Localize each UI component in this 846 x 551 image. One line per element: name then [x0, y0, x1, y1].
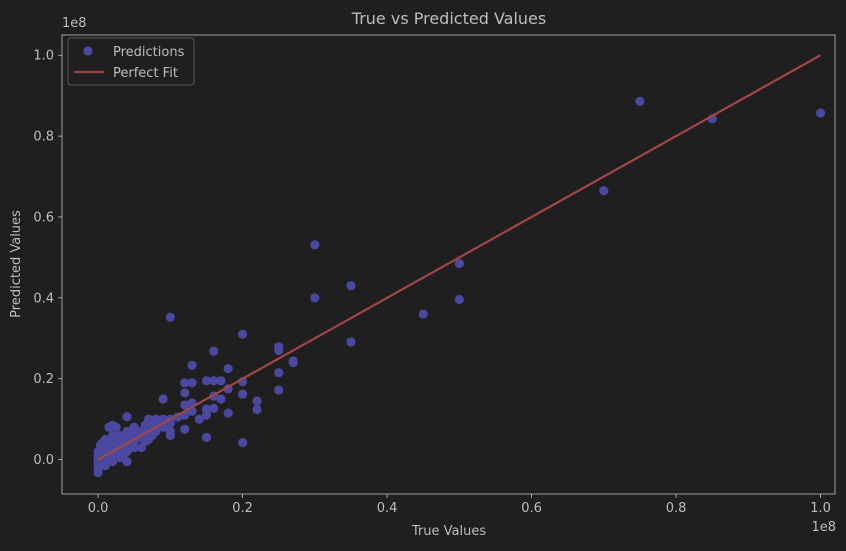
- legend: Predictions Perfect Fit: [67, 37, 195, 86]
- x-tick-label: 0.2: [232, 501, 253, 516]
- ticks: 0.0 0.2 0.4 0.6 0.8 1.0 0.0 0.2 0.4 0.6 0.8 1.0: [33, 49, 831, 516]
- scatter-point: [346, 281, 356, 291]
- scatter-point: [238, 438, 248, 448]
- y-tick-label: 0.6: [33, 210, 54, 225]
- scatter-point: [93, 467, 103, 478]
- scatter-point: [165, 430, 175, 440]
- scatter-point: [310, 293, 320, 303]
- y-axis-label: Predicted Values: [9, 210, 24, 318]
- scatter-point: [288, 357, 298, 368]
- perfect-fit-line: [97, 54, 822, 461]
- x-tick-label: 0.0: [88, 501, 109, 516]
- scatter-point: [180, 424, 190, 434]
- scatter-point: [194, 414, 204, 424]
- scatter-point: [180, 388, 190, 398]
- plot-frame: [61, 34, 836, 495]
- scatter-point: [180, 378, 190, 388]
- scatter-point: [238, 389, 248, 399]
- scatter-point: [599, 186, 609, 196]
- scatter-point: [252, 404, 262, 415]
- legend-marker-predictions: [83, 46, 93, 56]
- y-scale-label: 1e8: [62, 16, 87, 31]
- scatter-point: [104, 422, 114, 432]
- scatter-point: [136, 442, 147, 453]
- y-tick-label: 0.8: [33, 130, 54, 145]
- scatter-point: [310, 240, 320, 250]
- scatter-point: [216, 394, 226, 404]
- scatter-point: [209, 403, 219, 413]
- scatter-point: [129, 422, 139, 432]
- legend-label-predictions: Predictions: [113, 45, 185, 60]
- legend-box: [67, 37, 195, 86]
- scatter-point: [201, 376, 212, 386]
- scatter-point: [122, 412, 132, 422]
- y-tick-label: 1.0: [33, 49, 54, 64]
- scatter-point: [223, 364, 233, 374]
- scatter-point: [418, 309, 428, 319]
- x-tick-label: 1.0: [810, 501, 831, 516]
- scatter-point: [209, 346, 219, 356]
- axes: [61, 34, 836, 495]
- scatter-point: [346, 337, 356, 347]
- scatter-point: [187, 378, 197, 388]
- scatter-point: [209, 376, 219, 386]
- scatter-point: [165, 312, 175, 322]
- scatter-point: [252, 396, 262, 406]
- scatter-point: [274, 385, 284, 395]
- scatter-point: [216, 376, 226, 386]
- chart-title: True vs Predicted Values: [351, 9, 546, 28]
- scatter-point: [201, 432, 212, 442]
- perfect-fit-line-group: [97, 54, 822, 461]
- y-tick-label: 0.0: [33, 453, 54, 468]
- x-tick-label: 0.8: [666, 501, 687, 516]
- x-scale-label: 1e8: [811, 520, 836, 535]
- scatter-point: [107, 430, 118, 440]
- scatter-point: [238, 329, 248, 339]
- scatter-point: [223, 408, 233, 418]
- scatter-point: [274, 345, 284, 356]
- y-tick-label: 0.2: [33, 372, 54, 387]
- scatter-point: [815, 108, 826, 118]
- x-axis-label: True Values: [411, 524, 486, 539]
- scatter-point: [454, 258, 464, 269]
- scatter-point: [180, 400, 190, 410]
- scatter-point: [122, 426, 132, 436]
- scatter-point: [158, 394, 168, 404]
- scatter-point: [274, 368, 284, 378]
- scatter-point: [454, 294, 464, 305]
- y-tick-label: 0.4: [33, 291, 54, 306]
- x-tick-label: 0.4: [377, 501, 398, 516]
- scatter-point: [635, 96, 645, 106]
- legend-label-perfect-fit: Perfect Fit: [113, 66, 178, 81]
- x-tick-label: 0.6: [521, 501, 542, 516]
- scatter-point: [201, 410, 212, 420]
- scatter-point: [187, 360, 197, 370]
